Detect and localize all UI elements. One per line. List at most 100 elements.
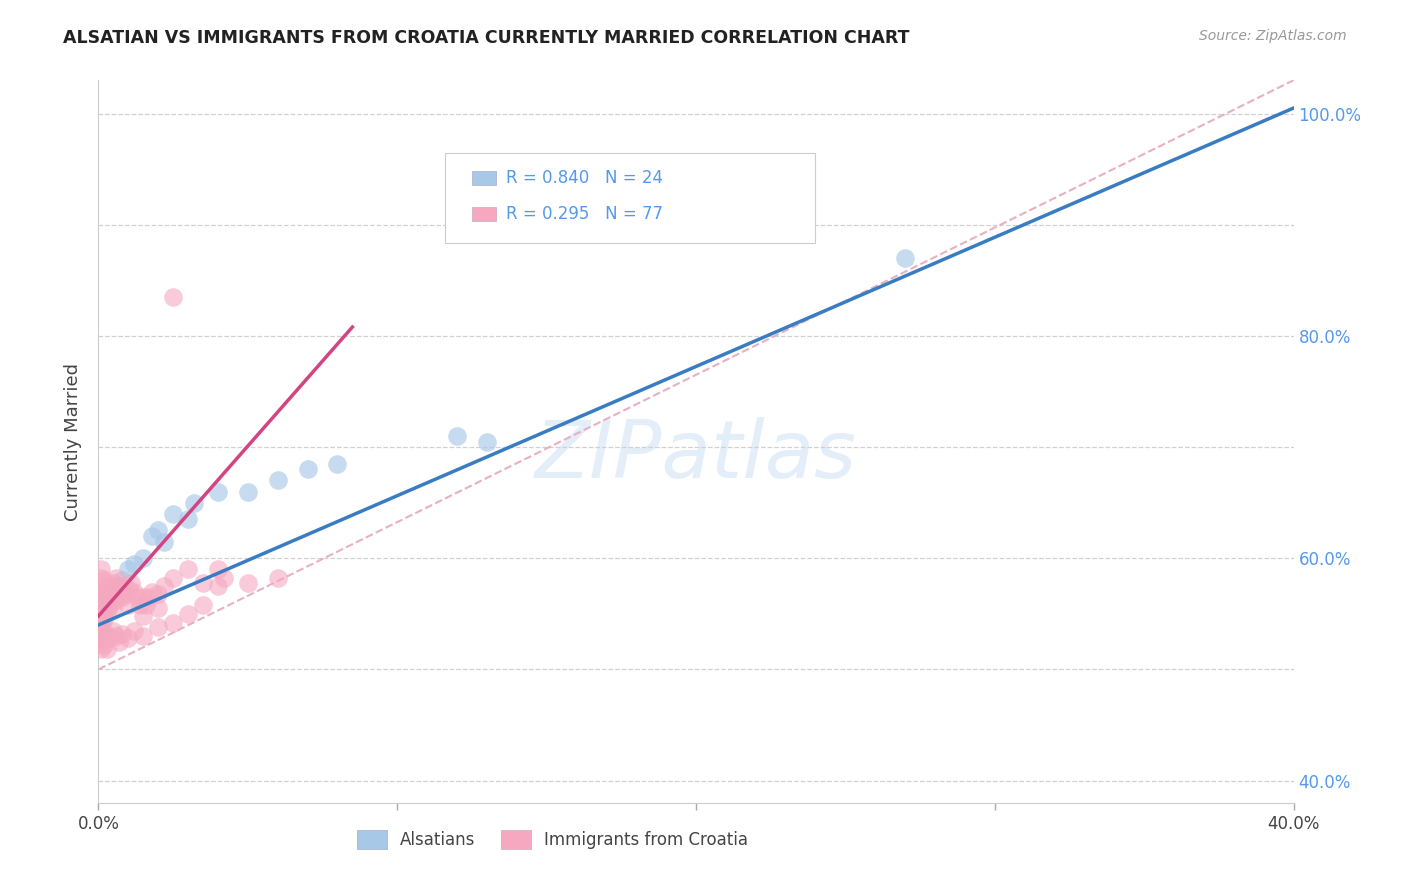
Point: [141, 529, 163, 543]
Point: [177, 607, 200, 621]
Point: [177, 562, 200, 576]
Point: [135, 598, 157, 612]
Point: [148, 620, 170, 634]
Point: [207, 579, 229, 593]
Point: [162, 571, 184, 585]
Point: [89, 601, 111, 615]
Text: Source: ZipAtlas.com: Source: ZipAtlas.com: [1199, 29, 1347, 43]
Legend: Alsatians, Immigrants from Croatia: Alsatians, Immigrants from Croatia: [350, 823, 755, 856]
Point: [105, 629, 128, 643]
Point: [105, 571, 128, 585]
Text: R = 0.295   N = 77: R = 0.295 N = 77: [506, 205, 664, 223]
Point: [212, 571, 235, 585]
Point: [236, 575, 259, 590]
Point: [108, 579, 131, 593]
Point: [89, 618, 111, 632]
Point: [98, 596, 122, 610]
Point: [132, 609, 155, 624]
Point: [96, 605, 118, 619]
Point: [93, 601, 115, 615]
Point: [117, 818, 139, 832]
Point: [98, 590, 122, 604]
Point: [111, 627, 134, 641]
Point: [96, 587, 118, 601]
Point: [105, 579, 128, 593]
Point: [894, 251, 917, 265]
Point: [93, 598, 115, 612]
Point: [117, 562, 139, 576]
Point: [162, 615, 184, 630]
Point: [148, 601, 170, 615]
Point: [96, 642, 118, 657]
Point: [91, 601, 114, 615]
Point: [124, 624, 146, 638]
Y-axis label: Currently Married: Currently Married: [65, 362, 83, 521]
Text: R = 0.840   N = 24: R = 0.840 N = 24: [506, 169, 664, 186]
Point: [91, 590, 114, 604]
Point: [475, 434, 498, 449]
Point: [96, 601, 118, 615]
Point: [91, 632, 114, 646]
Point: [132, 551, 155, 566]
Point: [207, 562, 229, 576]
Point: [111, 579, 134, 593]
Point: [90, 596, 112, 610]
Point: [90, 562, 112, 576]
Point: [91, 609, 114, 624]
Point: [93, 609, 115, 624]
Point: [93, 624, 115, 638]
Point: [127, 590, 149, 604]
FancyBboxPatch shape: [472, 207, 496, 221]
Point: [93, 612, 115, 626]
Point: [183, 496, 205, 510]
Point: [267, 474, 290, 488]
Point: [141, 584, 163, 599]
Point: [96, 596, 118, 610]
Point: [117, 598, 139, 612]
Point: [89, 632, 111, 646]
Point: [111, 574, 134, 588]
Point: [93, 584, 115, 599]
Point: [90, 634, 112, 648]
Point: [93, 574, 115, 588]
Point: [191, 598, 214, 612]
Point: [267, 571, 290, 585]
Text: ZIPatlas: ZIPatlas: [534, 417, 858, 495]
Point: [153, 579, 176, 593]
Point: [162, 507, 184, 521]
Point: [103, 624, 125, 638]
Point: [103, 584, 125, 599]
FancyBboxPatch shape: [446, 153, 815, 243]
Point: [108, 634, 131, 648]
Point: [148, 587, 170, 601]
Point: [90, 642, 112, 657]
Point: [124, 584, 146, 599]
Point: [98, 632, 122, 646]
Point: [446, 429, 468, 443]
Point: [90, 624, 112, 638]
Point: [90, 579, 112, 593]
Point: [236, 484, 259, 499]
Point: [108, 587, 131, 601]
Point: [207, 484, 229, 499]
FancyBboxPatch shape: [472, 170, 496, 185]
Point: [98, 598, 122, 612]
Point: [297, 462, 319, 476]
Point: [117, 632, 139, 646]
Point: [120, 575, 142, 590]
Point: [326, 457, 349, 471]
Point: [98, 582, 122, 597]
Point: [94, 593, 117, 607]
Point: [105, 593, 128, 607]
Point: [90, 590, 112, 604]
Point: [117, 582, 139, 597]
Point: [111, 590, 134, 604]
Point: [93, 638, 115, 652]
Point: [96, 579, 118, 593]
Point: [132, 590, 155, 604]
Point: [89, 624, 111, 638]
Point: [132, 629, 155, 643]
Point: [162, 290, 184, 304]
Point: [90, 627, 112, 641]
Point: [103, 575, 125, 590]
